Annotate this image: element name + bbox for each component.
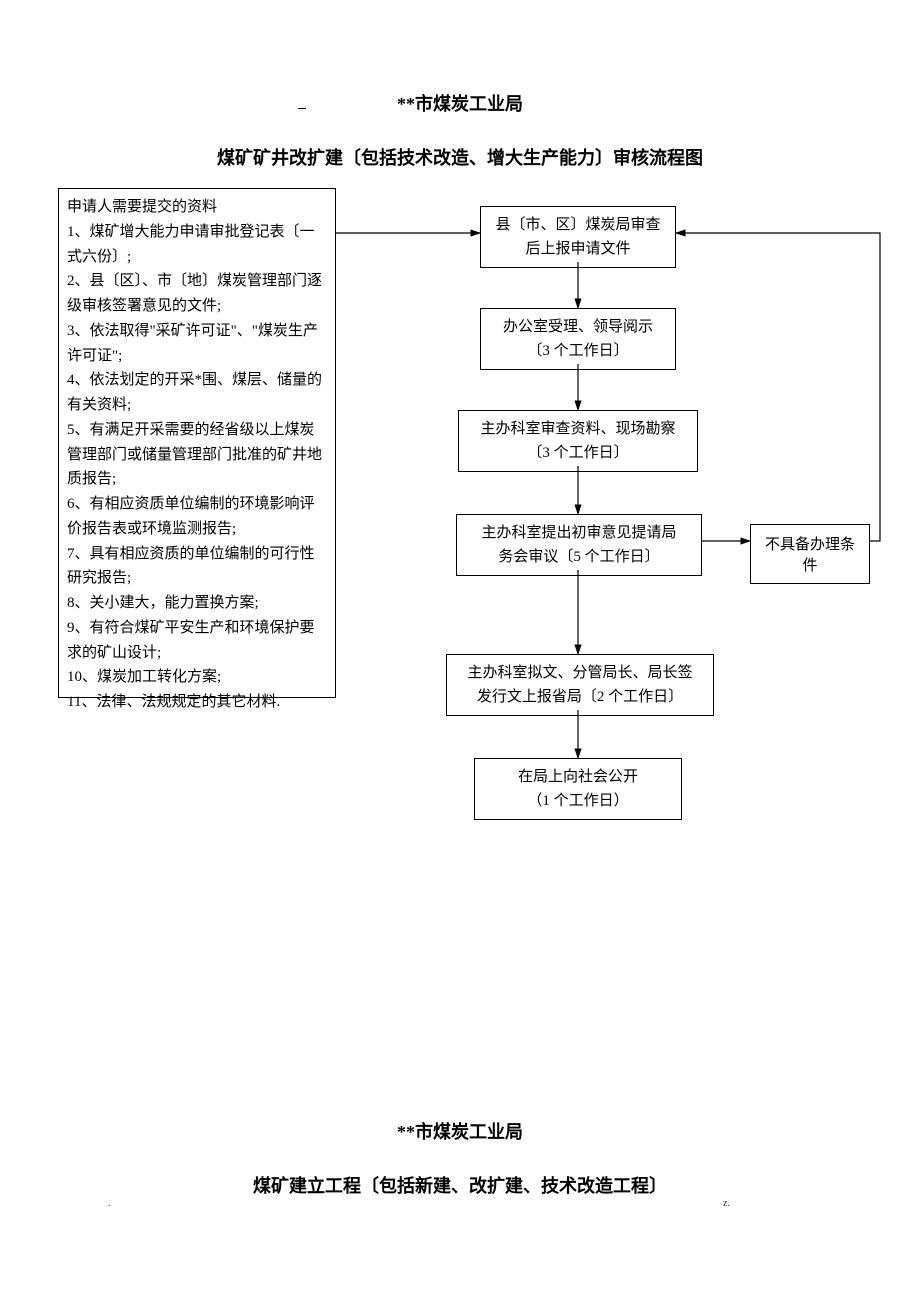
flow-step-line: 主办科室提出初审意见提请局 [467, 521, 691, 545]
requirements-item: 7、具有相应资质的单位编制的可行性研究报告; [67, 542, 327, 592]
flow-step-line: 在局上向社会公开 [485, 765, 671, 789]
org-title: **市煤炭工业局 [50, 90, 870, 116]
requirements-item: 1、煤矿增大能力申请审批登记表〔一式六份〕; [67, 220, 327, 270]
requirements-item: 2、县〔区〕、市〔地〕煤炭管理部门逐级审核签署意见的文件; [67, 269, 327, 319]
flow-reject-label: 不具备办理条件 [765, 537, 855, 574]
requirements-item: 11、法律、法规规定的其它材料. [67, 690, 327, 715]
requirements-box: 申请人需要提交的资料 1、煤矿增大能力申请审批登记表〔一式六份〕; 2、县〔区〕… [58, 188, 336, 698]
flow-step-1: 县〔市、区〕煤炭局审查 后上报申请文件 [480, 206, 676, 268]
requirements-item: 10、煤炭加工转化方案; [67, 665, 327, 690]
flow-step-3: 主办科室审查资料、现场勘察 〔3 个工作日〕 [458, 410, 698, 472]
flow-step-line: 务会审议〔5 个工作日〕 [467, 545, 691, 569]
flow-step-line: 〔3 个工作日〕 [469, 441, 687, 465]
requirements-item: 4、依法划定的开采*围、煤层、储量的有关资料; [67, 368, 327, 418]
flow-reject-box: 不具备办理条件 [750, 524, 870, 584]
flow-title: 煤矿矿井改扩建〔包括技术改造、增大生产能力〕审核流程图 [50, 144, 870, 170]
flow-step-line: 办公室受理、领导阅示 [491, 315, 665, 339]
flow-step-2: 办公室受理、领导阅示 〔3 个工作日〕 [480, 308, 676, 370]
flow-step-line: 县〔市、区〕煤炭局审查 [491, 213, 665, 237]
second-section: **市煤炭工业局 煤矿建立工程〔包括新建、改扩建、技术改造工程〕 [50, 1118, 870, 1198]
flow-step-line: 后上报申请文件 [491, 237, 665, 261]
top-dash-mark [298, 108, 306, 109]
requirements-item: 8、关小建大，能力置换方案; [67, 591, 327, 616]
flow-step-4: 主办科室提出初审意见提请局 务会审议〔5 个工作日〕 [456, 514, 702, 576]
requirements-header: 申请人需要提交的资料 [67, 195, 327, 220]
flow-step-5: 主办科室拟文、分管局长、局长签 发行文上报省局〔2 个工作日〕 [446, 654, 714, 716]
requirements-item: 9、有符合煤矿平安生产和环境保护要求的矿山设计; [67, 616, 327, 666]
requirements-item: 3、依法取得"采矿许可证"、"煤炭生产许可证"; [67, 319, 327, 369]
flow-step-line: （1 个工作日） [485, 789, 671, 813]
flow-step-line: 主办科室拟文、分管局长、局长签 [457, 661, 703, 685]
second-org-title: **市煤炭工业局 [50, 1118, 870, 1144]
flow-step-6: 在局上向社会公开 （1 个工作日） [474, 758, 682, 820]
footer-z: z. [723, 1198, 730, 1209]
footer-dot: . [108, 1198, 111, 1209]
requirements-item: 5、有满足开采需要的经省级以上煤炭管理部门或储量管理部门批准的矿井地质报告; [67, 418, 327, 492]
flow-step-line: 主办科室审查资料、现场勘察 [469, 417, 687, 441]
second-flow-title: 煤矿建立工程〔包括新建、改扩建、技术改造工程〕 [50, 1172, 870, 1198]
flow-step-line: 〔3 个工作日〕 [491, 339, 665, 363]
diagram-area: 申请人需要提交的资料 1、煤矿增大能力申请审批登记表〔一式六份〕; 2、县〔区〕… [50, 188, 870, 928]
flow-step-line: 发行文上报省局〔2 个工作日〕 [457, 685, 703, 709]
requirements-item: 6、有相应资质单位编制的环境影响评价报告表或环境监测报告; [67, 492, 327, 542]
